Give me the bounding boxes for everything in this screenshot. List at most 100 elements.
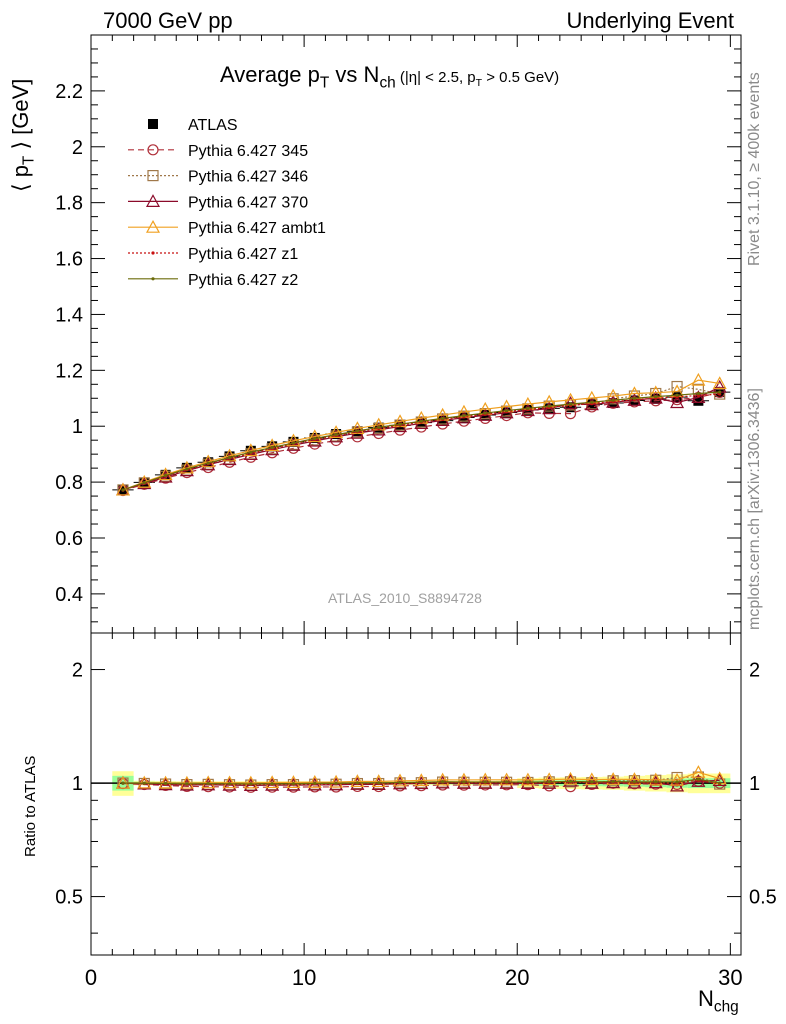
mc-data-point xyxy=(243,447,258,461)
ratio-point xyxy=(611,779,615,784)
series-line xyxy=(122,391,720,491)
legend-label: Pythia 6.427 345 xyxy=(188,143,308,160)
ratio-point xyxy=(227,782,232,786)
ratio-point xyxy=(329,774,344,788)
ratio-point xyxy=(371,774,386,788)
legend-marker xyxy=(148,119,158,129)
ratio-point xyxy=(350,774,365,788)
rivet-label: Rivet 3.1.10, ≥ 400k events xyxy=(746,72,763,266)
ratio-point xyxy=(563,771,578,785)
x-tick-label: 30 xyxy=(718,965,742,990)
ratio-point xyxy=(206,782,210,786)
mc-data-point xyxy=(334,432,338,437)
y-tick-label: 1.2 xyxy=(55,360,83,382)
y-tick-label: 1.4 xyxy=(55,304,83,326)
ratio-point xyxy=(526,780,530,784)
title-sub1: T xyxy=(319,74,330,92)
ratio-point xyxy=(265,775,280,789)
ratio-y-tick-label-right: 1 xyxy=(749,773,760,795)
legend-label: Pythia 6.427 ambt1 xyxy=(188,220,326,237)
legend-marker xyxy=(147,144,159,156)
ratio-point xyxy=(419,780,423,784)
ratio-point xyxy=(696,777,700,781)
legend-marker xyxy=(145,194,161,207)
mc-data-point xyxy=(270,445,274,450)
ratio-point xyxy=(291,782,296,786)
mc-data-point xyxy=(568,402,573,406)
mc-data-point xyxy=(718,390,722,394)
ratio-point xyxy=(142,781,146,785)
ylab-sub: T xyxy=(20,155,38,166)
mc-data-point xyxy=(547,404,551,408)
chart-title: Average pT vs Nch (|η| < 2.5, pT > 0.5 G… xyxy=(220,62,559,92)
x-tick-label: 10 xyxy=(292,965,316,990)
mc-data-point xyxy=(243,443,258,457)
y-axis-label-main: ⟨ pT ⟩ [GeV] xyxy=(8,79,38,192)
ratio-point xyxy=(137,775,152,789)
ratio-point xyxy=(286,775,301,788)
mc-data-point xyxy=(307,429,322,443)
ratio-point xyxy=(648,772,663,786)
ratio-point xyxy=(334,781,338,786)
mc-data-point xyxy=(313,436,317,441)
legend-label: ATLAS xyxy=(188,117,238,134)
mc-data-point xyxy=(249,450,253,454)
ratio-plot-frame xyxy=(90,632,742,956)
y-axis-label-ratio: Ratio to ATLAS xyxy=(22,755,39,857)
ratio-series-line xyxy=(122,779,720,786)
series-line xyxy=(122,379,720,491)
mc-data-point xyxy=(307,433,322,447)
mc-data-point xyxy=(222,448,237,462)
header-left: 7000 GeV pp xyxy=(103,8,233,33)
ratio-point xyxy=(542,772,557,786)
legend-label: Pythia 6.427 z1 xyxy=(188,246,298,263)
mc-data-point xyxy=(691,372,706,386)
title-mid: vs N xyxy=(329,62,380,87)
mc-data-point xyxy=(398,422,402,426)
y-tick-label: 0.4 xyxy=(55,584,83,606)
ratio-y-tick-label-right: 2 xyxy=(749,660,760,682)
mc-data-point xyxy=(355,429,359,433)
title-small-a: (|η| < 2.5, p xyxy=(395,69,476,86)
mc-data-point xyxy=(611,398,615,402)
title-small-sub: T xyxy=(475,77,483,89)
mc-data-point xyxy=(696,391,700,396)
ratio-point xyxy=(377,781,381,785)
ratio-point xyxy=(632,780,637,784)
analysis-watermark: ATLAS_2010_S8894728 xyxy=(328,590,482,606)
mc-data-point xyxy=(691,390,706,404)
mc-data-point xyxy=(201,454,216,468)
mc-data-point xyxy=(632,396,637,400)
ratio-point xyxy=(222,775,237,789)
ratio-point xyxy=(307,774,322,788)
ratio-point xyxy=(435,772,450,786)
ratio-point xyxy=(270,782,274,786)
mc-data-point xyxy=(504,408,509,413)
ratio-point xyxy=(691,765,706,778)
mc-data-point xyxy=(179,460,194,474)
mc-data-point xyxy=(584,397,599,411)
legend-marker xyxy=(145,219,161,233)
mc-data-point xyxy=(286,433,301,447)
legend-label: Pythia 6.427 370 xyxy=(188,194,308,211)
y-tick-label: 1.6 xyxy=(55,249,83,271)
mc-data-point xyxy=(185,467,189,471)
mc-data-point xyxy=(350,425,365,439)
mc-data-point xyxy=(121,488,125,492)
legend-marker xyxy=(151,251,155,255)
ratio-point xyxy=(441,780,445,784)
ratio-point xyxy=(504,780,509,784)
ratio-y-tick-label: 2 xyxy=(72,660,83,682)
x-tick-label: 0 xyxy=(85,965,97,990)
xlab-sub: chg xyxy=(713,998,739,1016)
mc-data-point xyxy=(590,400,594,404)
ratio-point xyxy=(478,772,493,786)
ratio-point xyxy=(179,775,194,789)
y-tick-label: 2.2 xyxy=(55,81,83,103)
mc-data-point xyxy=(265,438,280,452)
mc-data-point xyxy=(265,442,280,456)
ratio-point xyxy=(627,772,642,785)
ratio-y-tick-label-right: 0.5 xyxy=(749,887,777,909)
mc-data-point xyxy=(419,419,423,423)
x-axis-label: Nchg xyxy=(698,986,739,1016)
